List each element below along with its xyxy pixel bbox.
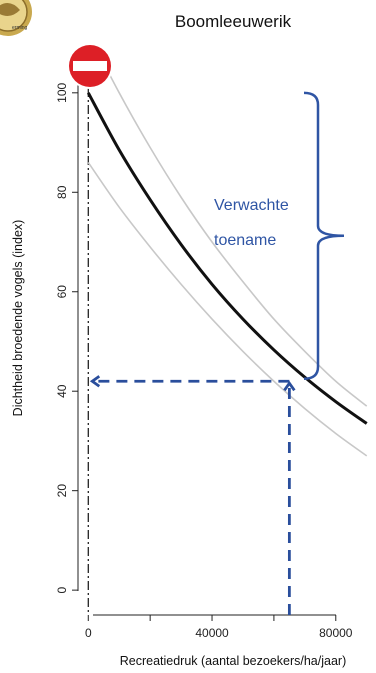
logo: erming [0,0,32,36]
fit-line [86,92,368,425]
y-tick-label: 40 [55,384,69,398]
y-ticks: 0 20 40 60 80 100 [55,82,78,593]
logo-text: erming [12,25,28,31]
range-bracket [303,91,345,381]
y-tick-label: 60 [55,285,69,299]
x-tick-label: 0 [85,626,92,640]
y-tick-label: 100 [55,82,69,102]
lower-band-line [87,161,368,457]
series-layer [86,58,368,457]
annotation-line-2: toename [214,232,276,249]
annotation-line-1: Verwachte [214,197,289,214]
y-tick-label: 0 [55,586,69,593]
no-entry-sign-icon [67,43,113,89]
y-tick-label: 20 [55,484,69,498]
x-tick-label: 80000 [319,626,353,640]
x-ticks: 0 40000 80000 [85,615,353,640]
upper-band-line [100,58,368,407]
x-tick-label: 40000 [195,626,229,640]
arrowhead-up [283,380,296,392]
x-axis-label: Recreatiedruk (aantal bezoekers/ha/jaar) [120,654,347,668]
dashed-arrows [89,375,296,615]
chart-title: Boomleeuwerik [175,12,292,31]
arrowhead-left [89,375,101,388]
y-axis-label: Dichtheid broedende vogels (index) [11,220,25,417]
y-tick-label: 80 [55,185,69,199]
